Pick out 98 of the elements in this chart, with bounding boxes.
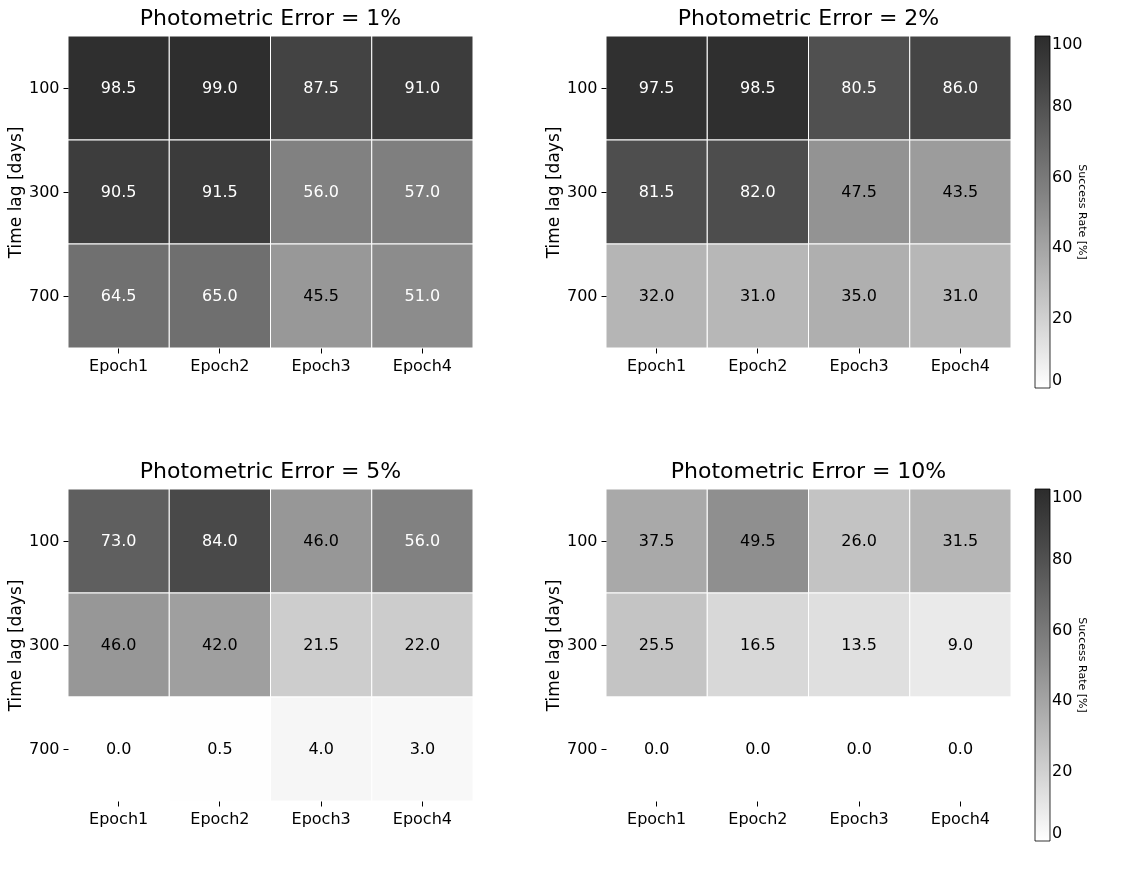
color-bar-label: 0 bbox=[1052, 370, 1063, 389]
y-tick-label: 700 bbox=[566, 739, 598, 758]
chart-title: Photometric Error = 2% bbox=[677, 4, 940, 30]
y-tick-label: 100 bbox=[28, 78, 60, 97]
data-label: 80.5 bbox=[841, 78, 877, 97]
chart-title: Photometric Error = 10% bbox=[670, 457, 947, 483]
chart-title: Photometric Error = 1% bbox=[139, 4, 402, 30]
x-tick-label: Epoch3 bbox=[291, 808, 351, 828]
data-label: 91.5 bbox=[202, 182, 238, 201]
color-bar-label: 80 bbox=[1052, 96, 1073, 116]
x-tick-label: Epoch1 bbox=[89, 355, 149, 375]
data-label: 90.5 bbox=[100, 182, 137, 201]
data-label: 25.5 bbox=[638, 635, 675, 654]
data-label: 35.0 bbox=[841, 286, 877, 305]
x-tick-label: Epoch3 bbox=[829, 808, 889, 828]
data-label: 81.5 bbox=[638, 182, 675, 201]
data-label: 0.5 bbox=[207, 739, 233, 758]
color-bar-title: Success Rate [%] bbox=[1076, 164, 1089, 260]
color-bar-label: 40 bbox=[1052, 237, 1073, 257]
data-label: 56.0 bbox=[303, 182, 339, 201]
color-bar-label: 0 bbox=[1052, 823, 1063, 842]
data-label: 91.0 bbox=[404, 78, 441, 97]
data-label: 97.5 bbox=[638, 78, 675, 97]
data-label: 47.5 bbox=[841, 182, 877, 201]
x-tick-label: Epoch4 bbox=[930, 808, 990, 828]
data-label: 0.0 bbox=[105, 739, 132, 758]
data-label: 13.5 bbox=[841, 635, 877, 654]
y-tick-label: 700 bbox=[28, 739, 60, 758]
data-label: 64.5 bbox=[100, 286, 137, 305]
chart-title: Photometric Error = 5% bbox=[139, 457, 402, 483]
data-label: 32.0 bbox=[638, 286, 675, 305]
color-bar-label: 40 bbox=[1052, 690, 1073, 710]
x-tick-label: Epoch4 bbox=[930, 355, 990, 375]
data-label: 31.5 bbox=[942, 531, 979, 550]
x-tick-label: Epoch4 bbox=[392, 808, 452, 828]
color-bar-label: 100 bbox=[1052, 34, 1083, 53]
data-label: 98.5 bbox=[100, 78, 137, 97]
color-bar-label: 20 bbox=[1052, 760, 1073, 780]
x-tick-label: Epoch2 bbox=[190, 808, 250, 828]
data-label: 86.0 bbox=[942, 78, 979, 97]
y-tick-label: 300 bbox=[566, 182, 598, 201]
x-tick-label: Epoch2 bbox=[728, 355, 788, 375]
x-tick-label: Epoch2 bbox=[190, 355, 250, 375]
y-tick-label: 700 bbox=[28, 286, 60, 305]
data-label: 26.0 bbox=[841, 531, 877, 550]
data-label: 0.0 bbox=[947, 739, 974, 758]
data-label: 22.0 bbox=[404, 635, 441, 654]
x-tick-label: Epoch3 bbox=[829, 355, 889, 375]
data-label: 43.5 bbox=[942, 182, 979, 201]
color-bar-label: 80 bbox=[1052, 549, 1073, 569]
y-axis-title: Time lag [days] bbox=[4, 126, 25, 260]
data-label: 82.0 bbox=[740, 182, 776, 201]
data-label: 9.0 bbox=[947, 635, 974, 654]
data-label: 3.0 bbox=[409, 739, 436, 758]
data-label: 98.5 bbox=[740, 78, 776, 97]
data-label: 46.0 bbox=[100, 635, 137, 654]
y-axis-title: Time lag [days] bbox=[542, 126, 563, 260]
data-label: 45.5 bbox=[303, 286, 339, 305]
x-tick-label: Epoch3 bbox=[291, 355, 351, 375]
data-label: 0.0 bbox=[846, 739, 872, 758]
data-label: 46.0 bbox=[303, 531, 339, 550]
data-label: 4.0 bbox=[308, 739, 334, 758]
data-label: 49.5 bbox=[740, 531, 776, 550]
data-label: 87.5 bbox=[303, 78, 339, 97]
data-label: 31.0 bbox=[740, 286, 776, 305]
y-tick-label: 100 bbox=[566, 78, 598, 97]
color-bar-label: 60 bbox=[1052, 166, 1073, 186]
x-tick-label: Epoch1 bbox=[627, 355, 687, 375]
y-tick-label: 100 bbox=[566, 531, 598, 550]
data-label: 56.0 bbox=[404, 531, 441, 550]
color-bar-label: 60 bbox=[1052, 619, 1073, 639]
data-label: 0.0 bbox=[745, 739, 771, 758]
data-label: 42.0 bbox=[202, 635, 238, 654]
data-label: 99.0 bbox=[202, 78, 238, 97]
y-axis-title: Time lag [days] bbox=[4, 579, 25, 713]
y-tick-label: 700 bbox=[566, 286, 598, 305]
color-bar-label: 20 bbox=[1052, 307, 1073, 327]
data-label: 0.0 bbox=[643, 739, 670, 758]
y-tick-label: 300 bbox=[566, 635, 598, 654]
y-axis-title: Time lag [days] bbox=[542, 579, 563, 713]
data-label: 65.0 bbox=[202, 286, 238, 305]
data-label: 57.0 bbox=[404, 182, 441, 201]
x-tick-label: Epoch1 bbox=[627, 808, 687, 828]
data-label: 37.5 bbox=[638, 531, 675, 550]
data-label: 16.5 bbox=[740, 635, 776, 654]
data-label: 21.5 bbox=[303, 635, 339, 654]
data-label: 73.0 bbox=[100, 531, 137, 550]
y-tick-label: 100 bbox=[28, 531, 60, 550]
color-bar-title: Success Rate [%] bbox=[1076, 617, 1089, 713]
x-tick-label: Epoch4 bbox=[392, 355, 452, 375]
x-tick-label: Epoch2 bbox=[728, 808, 788, 828]
data-label: 31.0 bbox=[942, 286, 979, 305]
y-tick-label: 300 bbox=[28, 635, 60, 654]
y-tick-label: 300 bbox=[28, 182, 60, 201]
x-tick-label: Epoch1 bbox=[89, 808, 149, 828]
color-bar-label: 100 bbox=[1052, 487, 1083, 506]
data-label: 51.0 bbox=[404, 286, 441, 305]
data-label: 84.0 bbox=[202, 531, 238, 550]
